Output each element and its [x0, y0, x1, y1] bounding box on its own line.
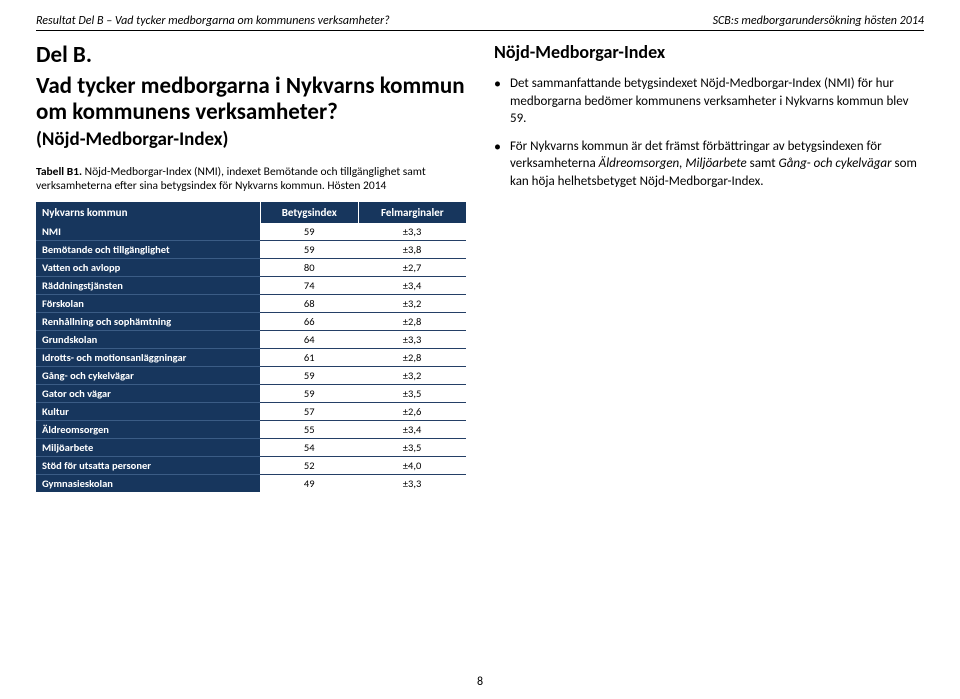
- row-cell: ±4,0: [358, 456, 466, 474]
- sub-heading: (Nöjd-Medborgar-Index): [36, 128, 466, 151]
- list-item: För Nykvarns kommun är det främst förbät…: [494, 138, 924, 191]
- bullet-text-b: samt: [747, 156, 779, 171]
- main-heading: Vad tycker medborgarna i Nykvarns kommun…: [36, 73, 466, 126]
- table-row: Gymnasieskolan49±3,3: [36, 474, 466, 492]
- row-cell: 66: [260, 312, 358, 330]
- page-number: 8: [0, 675, 960, 689]
- row-cell: 57: [260, 402, 358, 420]
- row-cell: 59: [260, 366, 358, 384]
- row-cell: ±3,4: [358, 276, 466, 294]
- row-cell: ±3,3: [358, 330, 466, 348]
- row-cell: 59: [260, 223, 358, 241]
- list-item: Det sammanfattande betygsindexet Nöjd-Me…: [494, 75, 924, 128]
- row-label: Äldreomsorgen: [36, 420, 260, 438]
- table-row: NMI59±3,3: [36, 223, 466, 241]
- col-head-2: Felmarginaler: [358, 202, 466, 223]
- table-row: Gator och vägar59±3,5: [36, 384, 466, 402]
- row-label: Stöd för utsatta personer: [36, 456, 260, 474]
- table-row: Vatten och avlopp80±2,7: [36, 258, 466, 276]
- row-label: Renhållning och sophämtning: [36, 312, 260, 330]
- row-cell: ±3,5: [358, 384, 466, 402]
- row-cell: 80: [260, 258, 358, 276]
- row-cell: ±3,2: [358, 294, 466, 312]
- table-row: Bemötande och tillgänglighet59±3,8: [36, 240, 466, 258]
- row-cell: 52: [260, 456, 358, 474]
- row-cell: 61: [260, 348, 358, 366]
- row-label: Gator och vägar: [36, 384, 260, 402]
- table-caption: Tabell B1. Nöjd-Medborgar-Index (NMI), i…: [36, 165, 466, 194]
- two-column-layout: Del B. Vad tycker medborgarna i Nykvarns…: [36, 41, 924, 492]
- row-label: Grundskolan: [36, 330, 260, 348]
- row-cell: ±3,5: [358, 438, 466, 456]
- row-cell: 59: [260, 240, 358, 258]
- table-row: Miljöarbete54±3,5: [36, 438, 466, 456]
- table-caption-rest: Nöjd-Medborgar-Index (NMI), indexet Bemö…: [36, 165, 426, 193]
- bullet-list: Det sammanfattande betygsindexet Nöjd-Me…: [494, 75, 924, 190]
- row-cell: 59: [260, 384, 358, 402]
- row-cell: ±3,4: [358, 420, 466, 438]
- table-row: Grundskolan64±3,3: [36, 330, 466, 348]
- bullet-text-em2: Gång- och cykelvägar: [779, 156, 892, 171]
- row-cell: 55: [260, 420, 358, 438]
- row-label: Kultur: [36, 402, 260, 420]
- row-label: Miljöarbete: [36, 438, 260, 456]
- row-cell: ±3,2: [358, 366, 466, 384]
- row-label: NMI: [36, 223, 260, 241]
- table-row: Räddningstjänsten74±3,4: [36, 276, 466, 294]
- table-header-row: Nykvarns kommun Betygsindex Felmarginale…: [36, 202, 466, 223]
- row-label: Förskolan: [36, 294, 260, 312]
- table-row: Äldreomsorgen55±3,4: [36, 420, 466, 438]
- row-cell: 49: [260, 474, 358, 492]
- col-head-1: Betygsindex: [260, 202, 358, 223]
- table-row: Förskolan68±3,2: [36, 294, 466, 312]
- page: Resultat Del B – Vad tycker medborgarna …: [0, 0, 960, 492]
- table-row: Idrotts- och motionsanläggningar61±2,8: [36, 348, 466, 366]
- row-cell: 54: [260, 438, 358, 456]
- bullet-text-em1: Äldreomsorgen, Miljöarbete: [599, 156, 747, 171]
- table-row: Gång- och cykelvägar59±3,2: [36, 366, 466, 384]
- row-cell: ±2,7: [358, 258, 466, 276]
- right-heading: Nöjd-Medborgar-Index: [494, 41, 924, 63]
- running-header: Resultat Del B – Vad tycker medborgarna …: [36, 14, 924, 31]
- row-cell: ±3,3: [358, 474, 466, 492]
- right-column: Nöjd-Medborgar-Index Det sammanfattande …: [494, 41, 924, 492]
- running-header-right: SCB:s medborgarundersökning hösten 2014: [713, 14, 924, 28]
- row-label: Räddningstjänsten: [36, 276, 260, 294]
- table-row: Kultur57±2,6: [36, 402, 466, 420]
- row-cell: ±2,6: [358, 402, 466, 420]
- row-label: Gymnasieskolan: [36, 474, 260, 492]
- col-head-0: Nykvarns kommun: [36, 202, 260, 223]
- row-cell: 68: [260, 294, 358, 312]
- row-cell: 64: [260, 330, 358, 348]
- table-row: Renhållning och sophämtning66±2,8: [36, 312, 466, 330]
- row-label: Bemötande och tillgänglighet: [36, 240, 260, 258]
- section-label: Del B.: [36, 41, 466, 69]
- row-cell: ±2,8: [358, 348, 466, 366]
- left-column: Del B. Vad tycker medborgarna i Nykvarns…: [36, 41, 466, 492]
- row-cell: 74: [260, 276, 358, 294]
- table-caption-bold: Tabell B1.: [36, 165, 82, 179]
- data-table: Nykvarns kommun Betygsindex Felmarginale…: [36, 202, 466, 492]
- bullet-text: Det sammanfattande betygsindexet Nöjd-Me…: [510, 76, 909, 126]
- row-cell: ±2,8: [358, 312, 466, 330]
- row-label: Idrotts- och motionsanläggningar: [36, 348, 260, 366]
- row-cell: ±3,8: [358, 240, 466, 258]
- table-row: Stöd för utsatta personer52±4,0: [36, 456, 466, 474]
- row-label: Gång- och cykelvägar: [36, 366, 260, 384]
- row-cell: ±3,3: [358, 223, 466, 241]
- row-label: Vatten och avlopp: [36, 258, 260, 276]
- running-header-left: Resultat Del B – Vad tycker medborgarna …: [36, 14, 390, 28]
